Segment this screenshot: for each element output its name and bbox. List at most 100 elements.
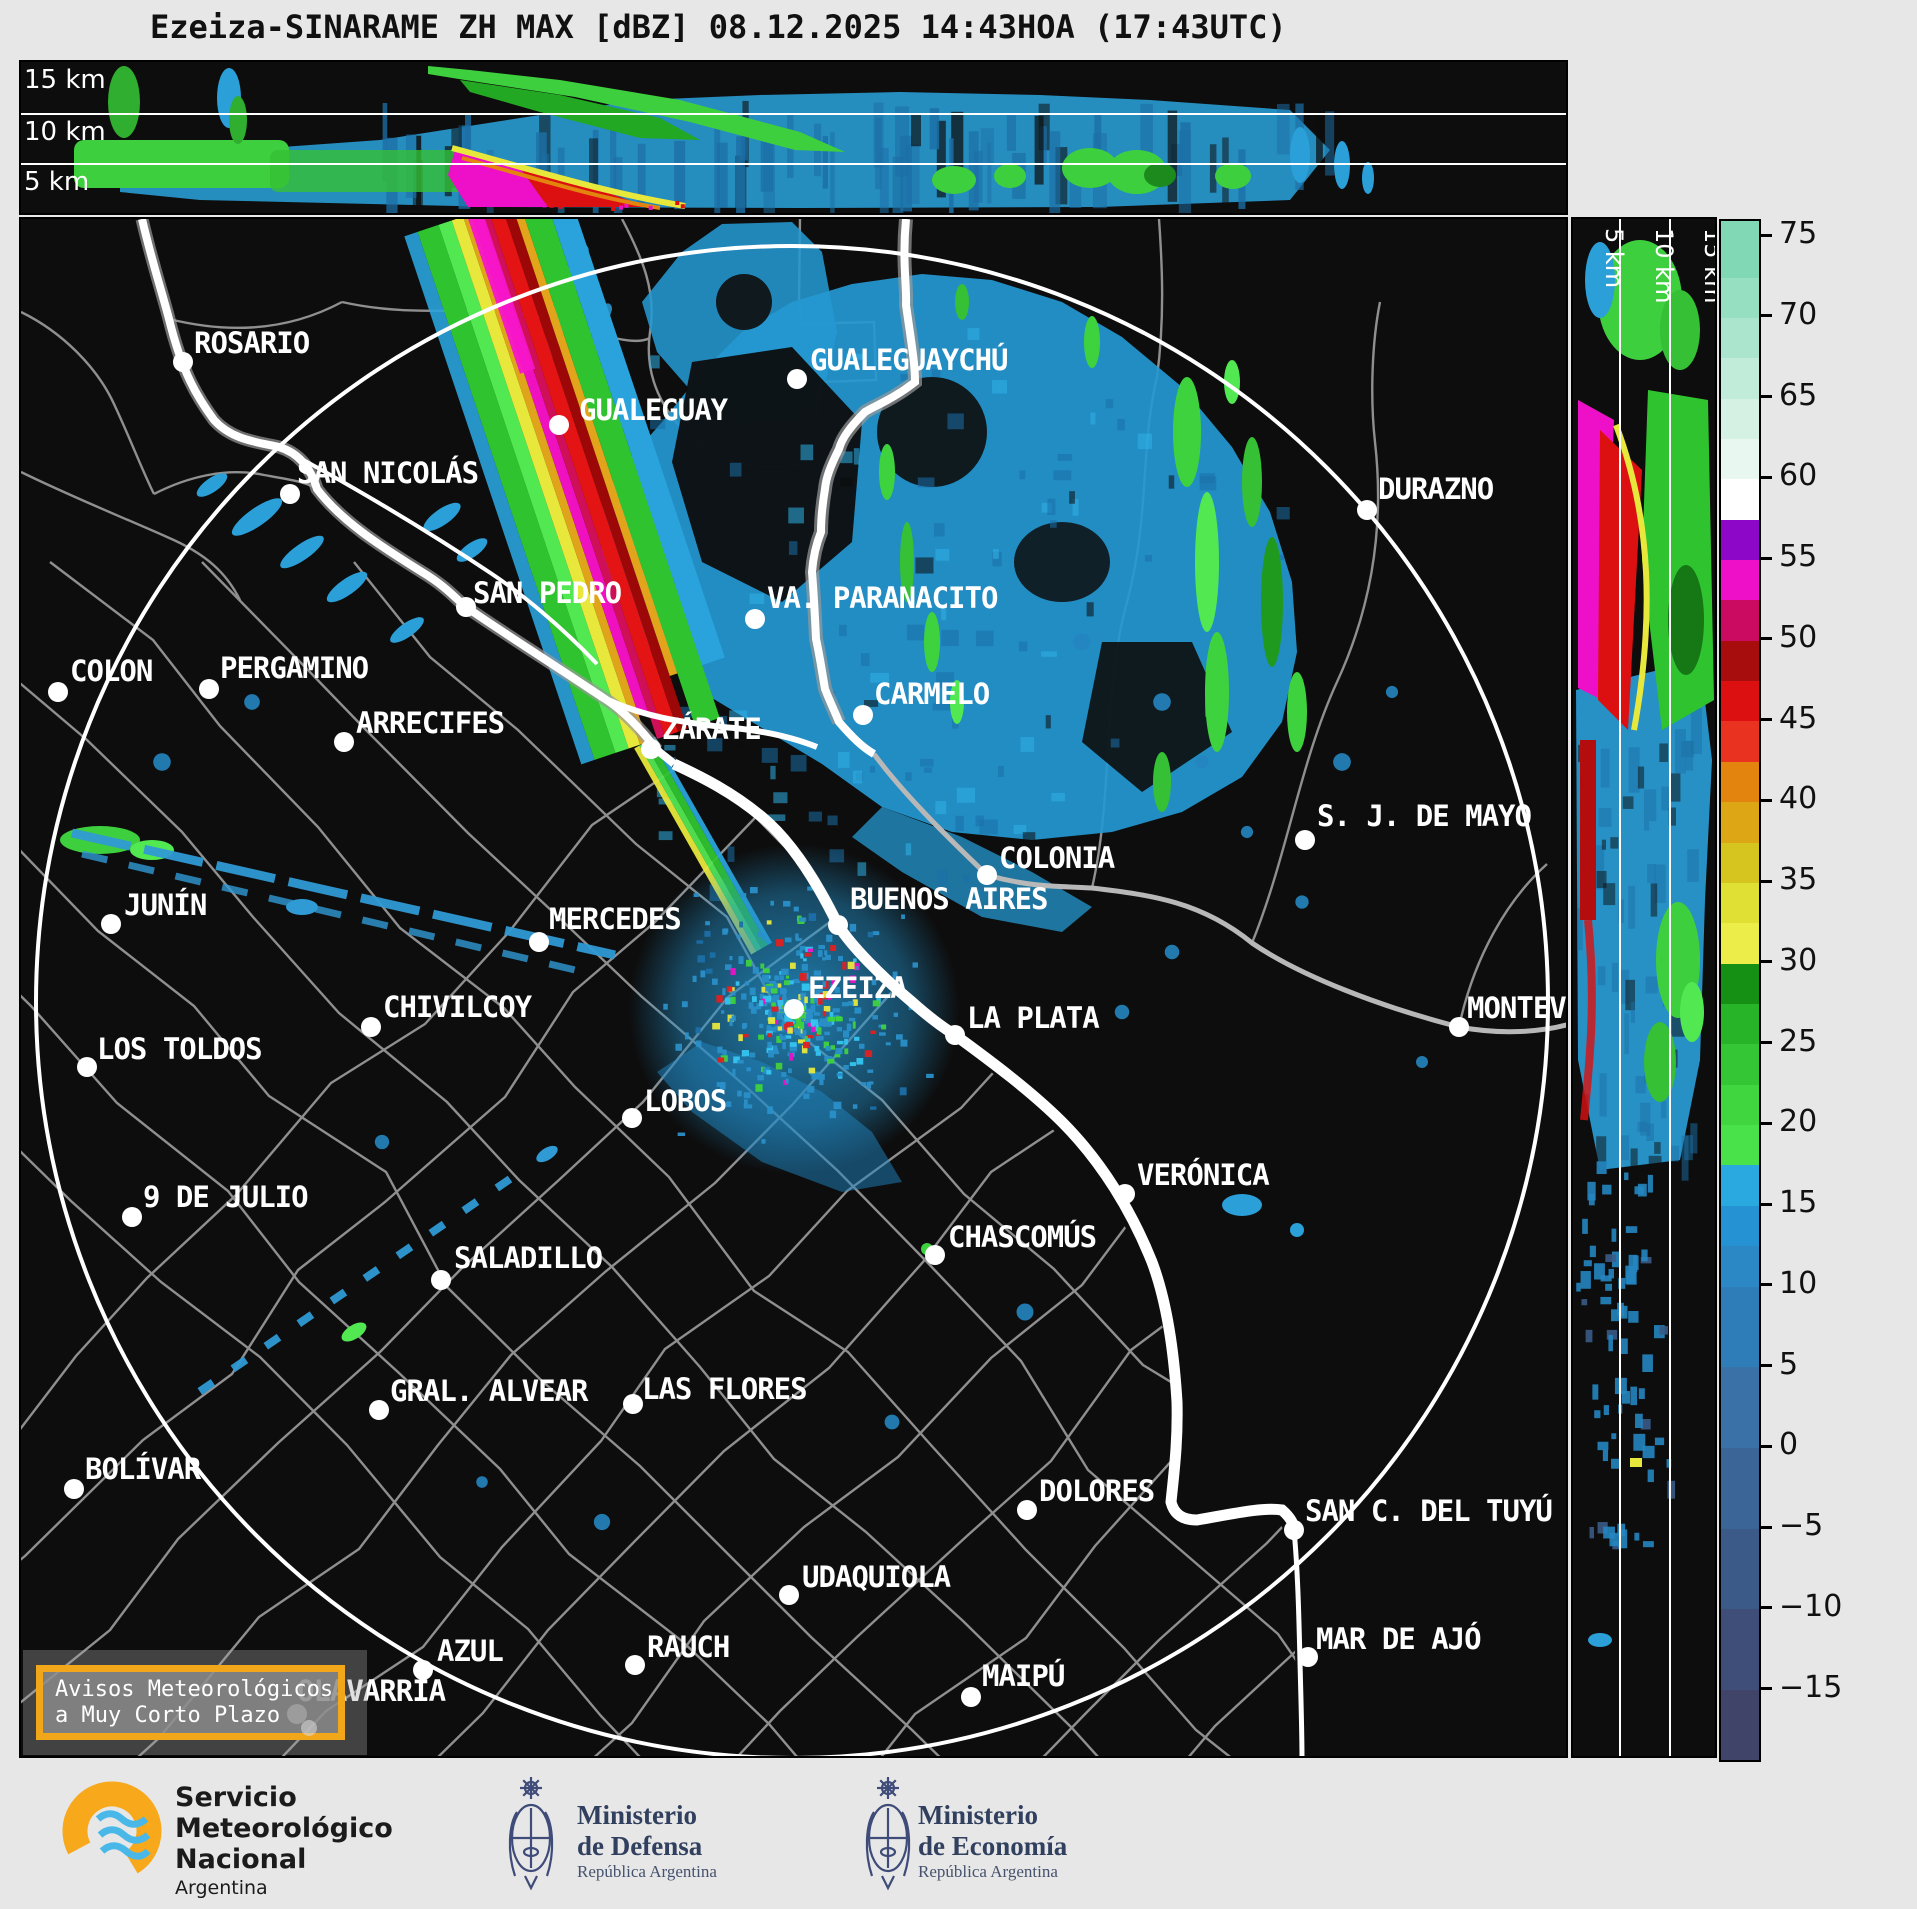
colorbar-tick-label: 20 bbox=[1779, 1104, 1818, 1140]
colorbar-tick bbox=[1761, 1606, 1772, 1610]
warning-badge-backdrop: Avisos Meteorológicos a Muy Corto Plazo bbox=[23, 1650, 367, 1755]
ministry-line1: Ministerio bbox=[918, 1800, 1038, 1830]
city-label-va-paranacito: VA. PARANACITO bbox=[767, 581, 998, 615]
colorbar-segment bbox=[1721, 640, 1759, 682]
city-dot-9-de-julio bbox=[122, 1207, 142, 1227]
city-label-chascom-s: CHASCOMÚS bbox=[948, 1220, 1096, 1254]
radar-map-panel: ROSARIO GUALEGUAYCHÚ GUALEGUAY SAN NICOLÁS D… bbox=[19, 217, 1568, 1758]
city-dot-z-rate bbox=[641, 739, 661, 759]
city-label-jun-n: JUNÍN bbox=[124, 888, 206, 922]
altitude-label: 15 km bbox=[24, 65, 106, 95]
dbz-colorbar bbox=[1719, 219, 1761, 1762]
city-label-s-j-de-mayo: S. J. DE MAYO bbox=[1317, 799, 1532, 833]
city-dot-maip- bbox=[961, 1687, 981, 1707]
city-label-mercedes: MERCEDES bbox=[549, 902, 681, 936]
smn-line3: Nacional bbox=[175, 1844, 307, 1875]
city-label-san-nicol-s: SAN NICOLÁS bbox=[297, 456, 478, 490]
city-layer: ROSARIO GUALEGUAYCHÚ GUALEGUAY SAN NICOLÁS D… bbox=[48, 326, 1566, 1724]
colorbar-tick-label: −15 bbox=[1779, 1669, 1843, 1705]
smn-line2: Meteorológico bbox=[175, 1813, 393, 1844]
city-dot-mercedes bbox=[529, 932, 549, 952]
altitude-label: 5 km bbox=[1600, 228, 1628, 288]
colorbar-tick bbox=[1761, 233, 1772, 237]
colorbar-tick-label: −5 bbox=[1779, 1508, 1824, 1544]
city-label-udaquiola: UDAQUIOLA bbox=[802, 1560, 951, 1594]
altitude-label: 10 km bbox=[24, 117, 106, 147]
city-label-ezeiza: EZEIZA bbox=[808, 971, 907, 1005]
city-label-carmelo: CARMELO bbox=[874, 677, 990, 711]
colorbar-segment bbox=[1721, 1044, 1759, 1085]
short-term-warnings-badge[interactable]: Avisos Meteorológicos a Muy Corto Plazo bbox=[36, 1665, 345, 1740]
city-label-azul: AZUL bbox=[437, 1634, 503, 1668]
colorbar-tick-label: 75 bbox=[1779, 216, 1818, 252]
colorbar-tick bbox=[1761, 556, 1772, 560]
colorbar-segment bbox=[1721, 221, 1759, 278]
colorbar-tick-label: 30 bbox=[1779, 942, 1818, 978]
smn-wordmark: Servicio Meteorológico Nacional Argentina bbox=[175, 1782, 393, 1899]
city-label-ver-nica: VERÓNICA bbox=[1137, 1158, 1269, 1192]
city-dot-bol-var bbox=[64, 1479, 84, 1499]
colorbar-tick bbox=[1761, 718, 1772, 722]
city-label-san-c-del-tuy-: SAN C. DEL TUYÚ bbox=[1305, 1494, 1552, 1528]
colorbar-tick bbox=[1761, 314, 1772, 318]
city-dot-va-paranacito bbox=[745, 609, 765, 629]
colorbar-tick bbox=[1761, 637, 1772, 641]
city-label-bol-var: BOLÍVAR bbox=[85, 1452, 202, 1486]
ministry-wordmark-0: Ministerio de Defensa bbox=[577, 1800, 702, 1862]
cross-section-top-panel: 15 km 10 km 5 km bbox=[19, 60, 1568, 215]
city-dot-colonia bbox=[977, 865, 997, 885]
city-label-pergamino: PERGAMINO bbox=[220, 651, 369, 685]
colorbar-tick-label: 5 bbox=[1779, 1346, 1799, 1382]
colorbar-segment bbox=[1721, 681, 1759, 722]
city-dot-saladillo bbox=[431, 1270, 451, 1290]
colorbar-segment bbox=[1721, 882, 1759, 924]
colorbar-segment bbox=[1721, 1447, 1759, 1529]
city-label-arrecifes: ARRECIFES bbox=[356, 706, 504, 740]
colorbar-segment bbox=[1721, 761, 1759, 803]
colorbar-segment bbox=[1721, 721, 1759, 762]
colorbar-segment bbox=[1721, 1690, 1759, 1760]
colorbar-segment bbox=[1721, 963, 1759, 1004]
colorbar-segment bbox=[1721, 1084, 1759, 1126]
city-dot-san-c-del-tuy- bbox=[1284, 1520, 1304, 1540]
colorbar-segment bbox=[1721, 277, 1759, 318]
colorbar-tick bbox=[1761, 395, 1772, 399]
colorbar-segment bbox=[1721, 802, 1759, 843]
city-label-la-plata: LA PLATA bbox=[967, 1001, 1099, 1035]
colorbar-tick-label: 15 bbox=[1779, 1185, 1818, 1221]
city-dot-lobos bbox=[622, 1108, 642, 1128]
colorbar-tick-label: 70 bbox=[1779, 296, 1818, 332]
colorbar-tick-label: 10 bbox=[1779, 1265, 1818, 1301]
colorbar-tick bbox=[1761, 960, 1772, 964]
coat-of-arms-icon bbox=[862, 1772, 914, 1896]
city-label-colonia: COLONIA bbox=[999, 841, 1115, 875]
city-label-mar-de-aj-: MAR DE AJÓ bbox=[1316, 1622, 1481, 1656]
city-dot-rauch bbox=[625, 1655, 645, 1675]
colorbar-segment bbox=[1721, 842, 1759, 883]
city-label-san-pedro: SAN PEDRO bbox=[473, 576, 622, 610]
colorbar-tick-label: 35 bbox=[1779, 862, 1818, 898]
city-label-gualeguay: GUALEGUAY bbox=[579, 393, 729, 427]
colorbar-segment bbox=[1721, 1246, 1759, 1287]
city-dot-jun-n bbox=[101, 914, 121, 934]
city-label-durazno: DURAZNO bbox=[1378, 472, 1494, 506]
colorbar-segment bbox=[1721, 1528, 1759, 1610]
city-dot-gualeguay bbox=[549, 415, 569, 435]
colorbar-tick bbox=[1761, 1283, 1772, 1287]
colorbar-tick-label: 65 bbox=[1779, 377, 1818, 413]
colorbar-tick bbox=[1761, 879, 1772, 883]
city-label-z-rate: ZÁRATE bbox=[662, 712, 761, 746]
colorbar-segment bbox=[1721, 560, 1759, 601]
ministry-line1: Ministerio bbox=[577, 1800, 697, 1830]
city-label-saladillo: SALADILLO bbox=[454, 1241, 603, 1275]
city-label-rauch: RAUCH bbox=[647, 1630, 729, 1664]
city-label-9-de-julio: 9 DE JULIO bbox=[143, 1180, 308, 1214]
city-dot-rosario bbox=[173, 352, 193, 372]
colorbar-tick-label: −10 bbox=[1779, 1588, 1843, 1624]
colorbar-segment bbox=[1721, 519, 1759, 561]
colorbar-segment bbox=[1721, 358, 1759, 399]
ministry-subline-1: República Argentina bbox=[918, 1862, 1058, 1881]
city-label-buenos-aires: BUENOS AIRES bbox=[850, 882, 1048, 916]
radar-echoes bbox=[60, 219, 1428, 1531]
colorbar-segment bbox=[1721, 1165, 1759, 1206]
